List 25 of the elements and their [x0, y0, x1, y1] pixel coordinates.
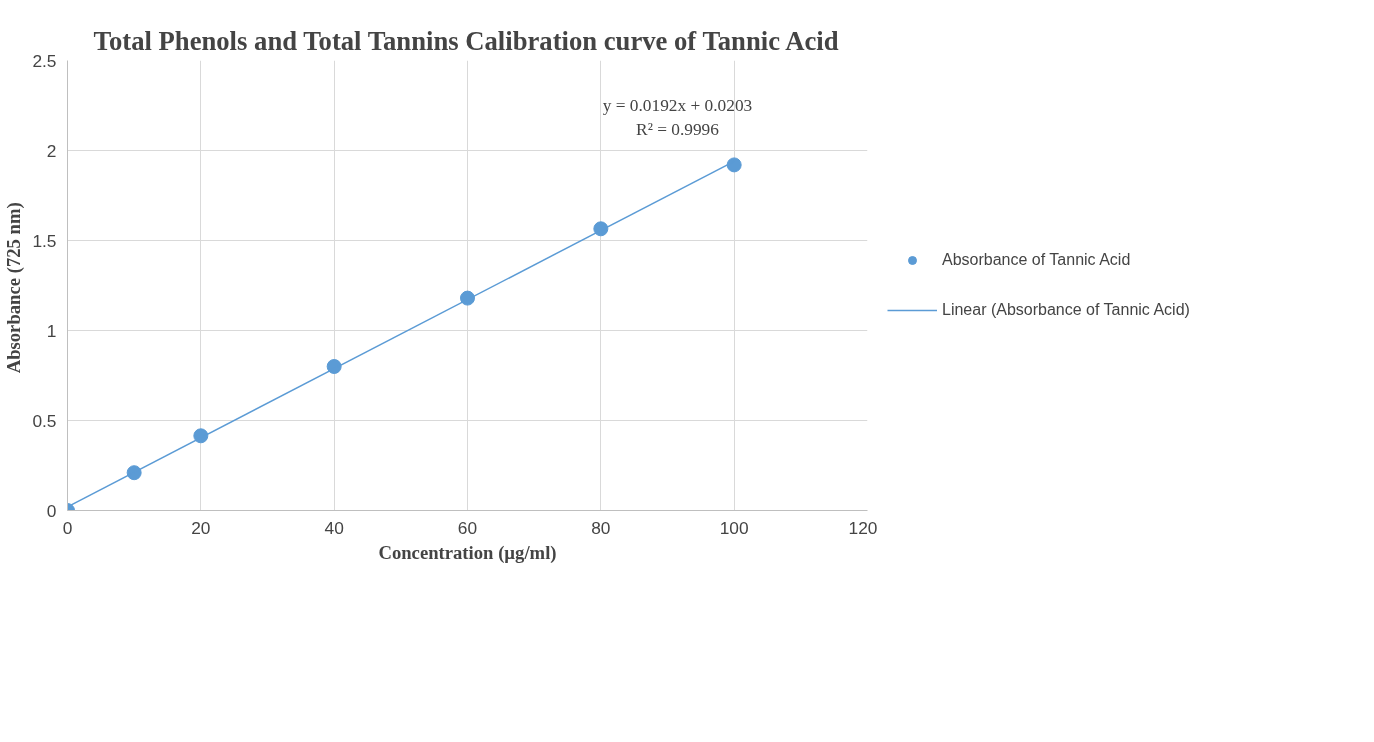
y-tick-label: 0.5	[32, 410, 57, 431]
x-tick-label: 20	[191, 517, 211, 538]
x-tick-label: 40	[324, 517, 344, 538]
y-tick-label: 0	[46, 500, 57, 521]
legend-label: Absorbance of Tannic Acid	[942, 251, 1131, 269]
x-tick-label: 80	[591, 517, 611, 538]
y-axis-title: Absorbance (725 nm)	[3, 202, 26, 374]
point	[326, 359, 342, 374]
point	[726, 157, 742, 173]
point	[460, 290, 475, 306]
y-tick-label: 1	[46, 320, 57, 341]
y-tick-label: 2	[46, 140, 57, 161]
x-tick-label: 0	[62, 517, 73, 538]
y-tick-label: 1.5	[32, 230, 57, 251]
point	[593, 221, 609, 237]
x-axis-title: Concentration (µg/ml)	[378, 541, 557, 564]
legend-label: Linear (Absorbance of Tannic Acid)	[942, 301, 1190, 319]
x-tick-label: 120	[848, 517, 878, 538]
y-tick-label: 2.5	[32, 50, 57, 71]
x-tick-label: 100	[719, 517, 749, 538]
chart-title: Total Phenols and Total Tannins Calibration curve of Tannic Acid	[93, 25, 839, 56]
point	[193, 428, 209, 444]
annotation: y = 0.0192x + 0.0203	[602, 96, 753, 115]
annotation: R² = 0.9996	[636, 120, 720, 139]
x-tick-label: 60	[457, 517, 478, 538]
